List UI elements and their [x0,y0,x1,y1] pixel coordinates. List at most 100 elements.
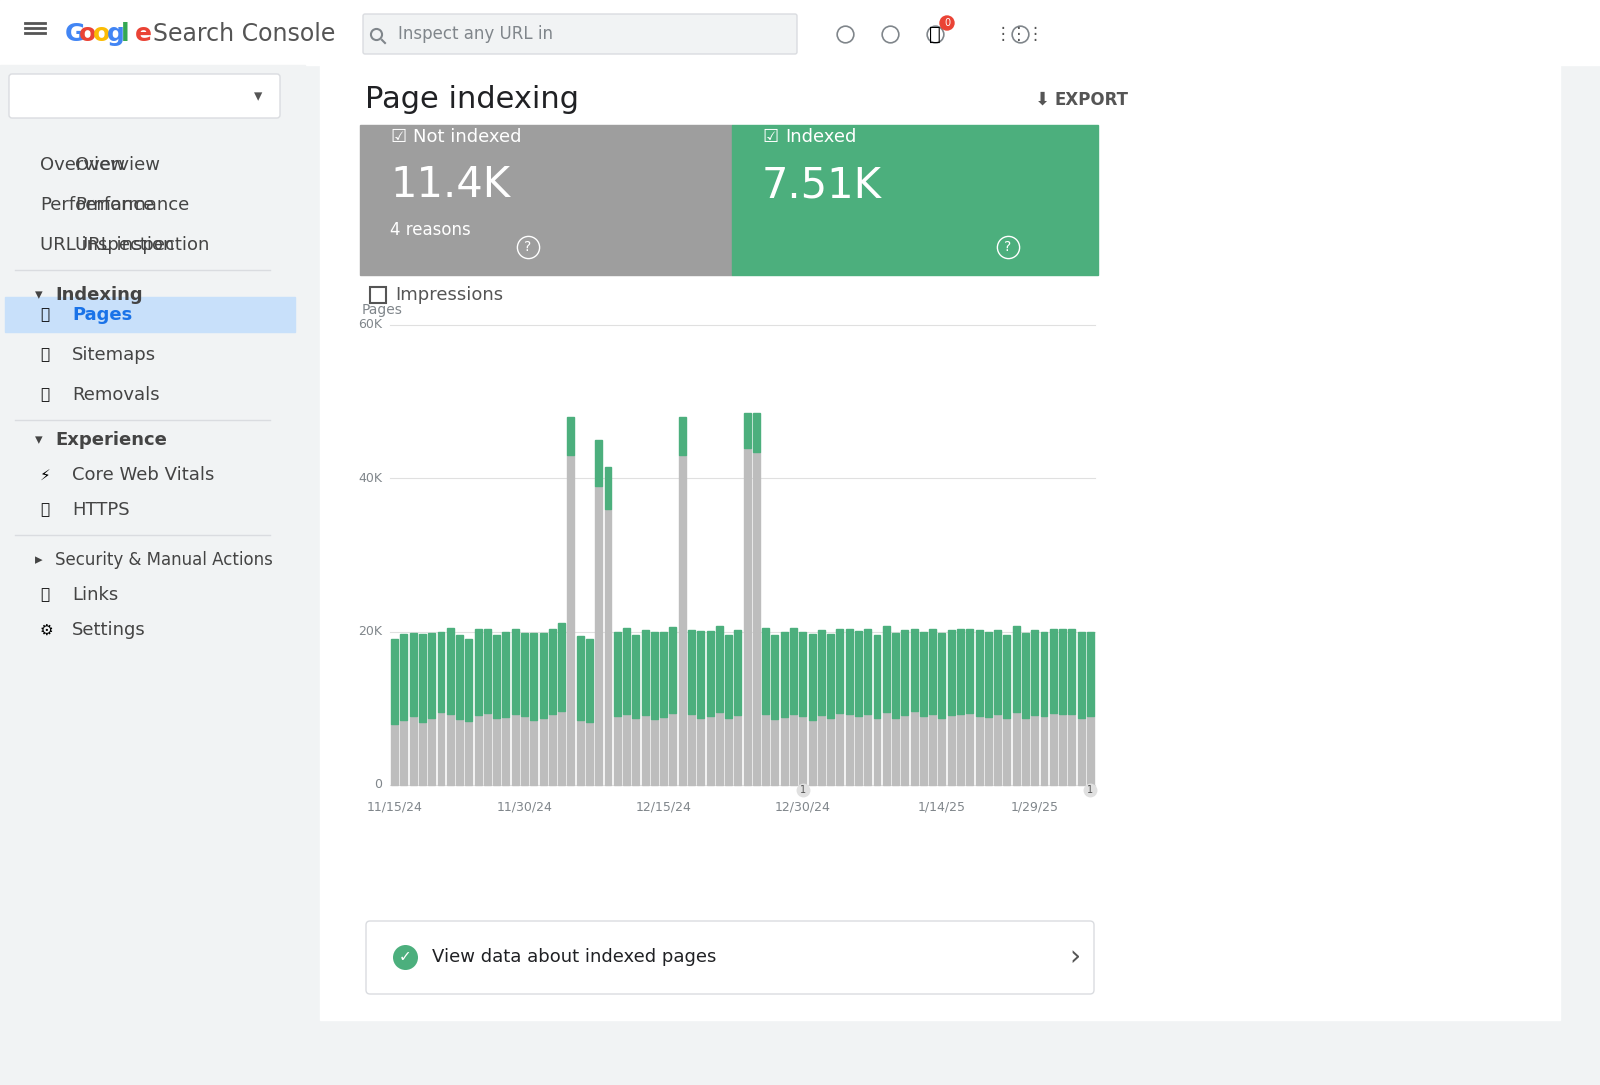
Text: ☑: ☑ [390,128,406,146]
Bar [1050,713,1056,786]
Circle shape [941,16,954,30]
Bar [419,723,426,786]
Bar [762,628,770,714]
Bar [818,715,826,786]
Bar [1032,715,1038,786]
Bar [568,417,574,456]
Text: Sitemaps: Sitemaps [72,346,157,363]
Text: 🔔: 🔔 [930,25,941,43]
Bar [576,719,584,786]
Bar [446,628,454,714]
Text: Settings: Settings [72,621,146,639]
Bar [725,635,733,718]
Bar [920,716,926,786]
Bar [920,631,926,716]
Bar [957,714,963,786]
Text: 🔗: 🔗 [40,587,50,602]
Text: ⋮⋮⋮: ⋮⋮⋮ [995,25,1045,43]
Bar [614,631,621,716]
Text: Experience: Experience [54,431,166,449]
Text: 🔒: 🔒 [40,502,50,518]
Bar [605,467,611,509]
Bar [827,717,834,786]
Bar [957,629,963,714]
Bar [370,288,386,303]
Text: 🚫: 🚫 [40,387,50,403]
FancyBboxPatch shape [363,14,797,54]
Text: ?: ? [1005,240,1011,254]
Bar [539,634,547,717]
Text: ▾: ▾ [254,87,262,105]
Bar [790,628,797,714]
Text: Page indexing: Page indexing [365,86,579,115]
Bar [1059,714,1066,786]
Bar [483,713,491,786]
Text: 12/30/24: 12/30/24 [774,800,830,813]
Bar [530,719,538,786]
Bar [1050,629,1056,713]
Text: o: o [78,22,96,46]
Bar [466,722,472,786]
Bar [390,639,398,724]
Text: ▾: ▾ [35,433,43,447]
Text: Overview: Overview [75,156,160,174]
Bar [744,413,750,448]
Bar [986,631,992,717]
Text: 1: 1 [1088,786,1093,795]
Bar [360,125,733,275]
Bar [661,633,667,717]
Bar [549,628,555,714]
Bar [947,630,955,715]
Bar [437,712,445,786]
Text: o: o [93,22,110,46]
Bar [893,717,899,786]
Bar [466,639,472,722]
Bar [502,717,509,786]
Bar [698,630,704,717]
Bar [901,630,909,715]
Text: View data about indexed pages: View data about indexed pages [432,948,717,966]
Text: ⚡: ⚡ [40,468,51,483]
Bar [818,630,826,715]
Text: 11/15/24: 11/15/24 [366,800,422,813]
Text: 🗺: 🗺 [40,347,50,362]
Bar [846,714,853,786]
Bar [0,0,1600,65]
Text: 60K: 60K [358,319,382,332]
Bar [456,719,462,786]
Text: 1: 1 [800,786,806,795]
FancyBboxPatch shape [366,921,1094,994]
Bar [910,712,917,786]
Bar [1086,716,1094,786]
Text: 📄: 📄 [40,307,50,322]
Bar [1059,628,1066,714]
Text: ▾: ▾ [35,288,43,303]
Bar [800,631,806,716]
Bar [437,631,445,712]
Bar [1069,714,1075,786]
Text: ⚙: ⚙ [40,623,54,638]
Bar [558,712,565,786]
Bar [827,634,834,717]
Bar [893,634,899,717]
Text: e: e [134,22,152,46]
Text: Security & Manual Actions: Security & Manual Actions [54,551,274,569]
Text: Overview: Overview [40,156,125,174]
Text: 4 reasons: 4 reasons [390,221,470,239]
Text: EXPORT: EXPORT [1054,91,1130,108]
Bar [734,630,741,715]
Bar [762,714,770,786]
Bar [530,634,538,719]
Bar [661,717,667,786]
Bar [715,712,723,786]
Bar [1078,717,1085,786]
Bar [790,714,797,786]
Bar [837,628,843,713]
Bar [939,717,946,786]
Text: 0: 0 [374,779,382,791]
Text: l: l [122,22,130,46]
Text: ⬇: ⬇ [1035,91,1050,108]
Bar [1003,718,1010,786]
Text: Indexing: Indexing [54,286,142,304]
Bar [1040,716,1048,786]
